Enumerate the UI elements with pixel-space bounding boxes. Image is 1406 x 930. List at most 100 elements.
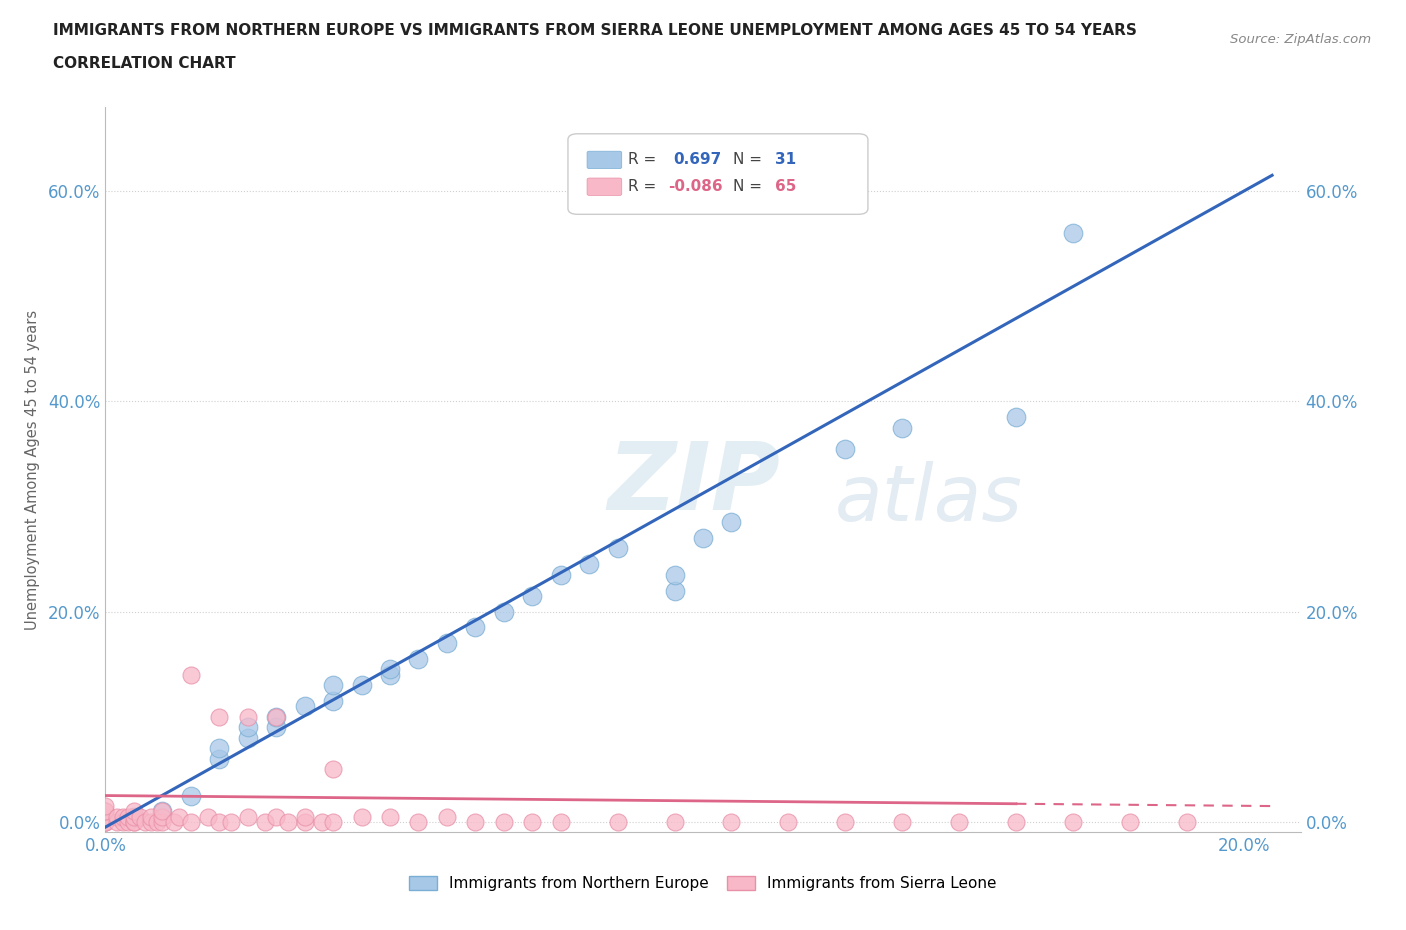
Point [322,678,344,693]
Point [578,557,600,572]
Text: IMMIGRANTS FROM NORTHERN EUROPE VS IMMIGRANTS FROM SIERRA LEONE UNEMPLOYMENT AMO: IMMIGRANTS FROM NORTHERN EUROPE VS IMMIG… [53,23,1137,38]
Point [180,788,202,803]
Text: ZIP: ZIP [607,438,780,530]
Point [834,815,856,830]
Point [350,678,373,693]
Point [139,815,162,830]
Point [522,589,544,604]
Text: 31: 31 [775,152,796,166]
Point [94,809,117,824]
Y-axis label: Unemployment Among Ages 45 to 54 years: Unemployment Among Ages 45 to 54 years [25,310,39,630]
Point [219,815,242,830]
Point [197,809,219,824]
Point [294,815,316,830]
Point [277,815,299,830]
Point [550,567,572,582]
Point [145,815,167,830]
Point [891,420,914,435]
Point [322,694,344,709]
Point [606,541,628,556]
Point [492,604,515,619]
Point [208,751,231,766]
Point [891,815,914,830]
Point [122,809,145,824]
Point [122,815,145,830]
Point [436,809,458,824]
Point [94,804,117,818]
Point [436,636,458,651]
Point [253,815,276,830]
Point [208,710,231,724]
Point [492,815,515,830]
Point [1062,815,1084,830]
Point [105,809,128,824]
Point [236,710,259,724]
Point [322,815,344,830]
Point [94,815,117,830]
Point [378,809,401,824]
Point [464,620,486,635]
Point [236,809,259,824]
Point [378,662,401,677]
Point [692,530,714,545]
Point [834,441,856,456]
Point [606,815,628,830]
Point [522,815,544,830]
Point [1119,815,1142,830]
Point [150,815,173,830]
Point [311,815,333,830]
Point [150,809,173,824]
Point [720,515,742,530]
Point [264,809,287,824]
Point [139,809,162,824]
Point [163,815,186,830]
Text: R =: R = [627,152,661,166]
Point [294,698,316,713]
Point [150,804,173,818]
Point [122,809,145,824]
Point [664,815,686,830]
FancyBboxPatch shape [588,152,621,168]
Point [208,815,231,830]
Point [322,762,344,777]
Point [94,799,117,814]
Point [408,815,430,830]
Text: CORRELATION CHART: CORRELATION CHART [53,56,236,71]
Point [1175,815,1198,830]
Text: 65: 65 [775,179,796,193]
Point [128,809,150,824]
Point [664,583,686,598]
Point [1062,226,1084,241]
Point [94,815,117,830]
Point [180,815,202,830]
Point [264,710,287,724]
Point [94,809,117,824]
Point [94,815,117,830]
Point [294,809,316,824]
Point [208,741,231,756]
Point [720,815,742,830]
Point [778,815,800,830]
Point [350,809,373,824]
Point [408,651,430,666]
Point [169,809,191,824]
Text: 0.697: 0.697 [673,152,721,166]
Point [236,730,259,745]
Point [111,809,134,824]
Point [117,815,139,830]
Point [180,667,202,682]
Point [117,809,139,824]
Point [550,815,572,830]
Point [948,815,970,830]
FancyBboxPatch shape [568,134,868,214]
Text: R =: R = [627,179,661,193]
Point [150,804,173,818]
Point [264,720,287,735]
Point [122,804,145,818]
Text: N =: N = [733,152,766,166]
Text: -0.086: -0.086 [668,179,723,193]
Point [1005,409,1028,424]
Point [105,815,128,830]
Point [236,720,259,735]
Point [1005,815,1028,830]
